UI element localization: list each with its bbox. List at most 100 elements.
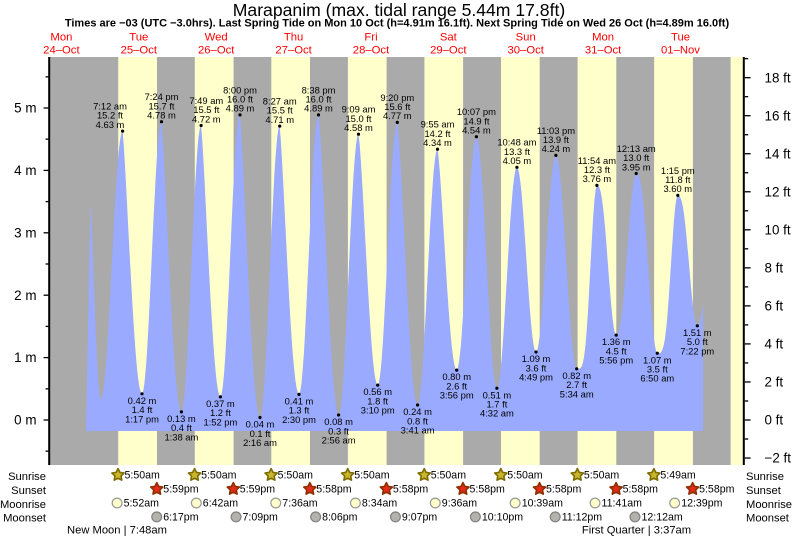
svg-text:31–Oct: 31–Oct bbox=[585, 44, 622, 56]
svg-text:0 m: 0 m bbox=[14, 413, 36, 428]
svg-text:5:50am: 5:50am bbox=[201, 470, 237, 482]
svg-text:1.07 m: 1.07 m bbox=[643, 354, 672, 365]
svg-text:5:52am: 5:52am bbox=[124, 498, 160, 510]
svg-text:5:56 pm: 5:56 pm bbox=[599, 355, 633, 366]
svg-text:Tue: Tue bbox=[129, 32, 148, 44]
svg-text:5.0 ft: 5.0 ft bbox=[687, 336, 708, 347]
svg-text:0.3 ft: 0.3 ft bbox=[328, 425, 349, 436]
svg-text:Fri: Fri bbox=[364, 32, 377, 44]
svg-text:7:24 pm: 7:24 pm bbox=[145, 91, 179, 102]
svg-text:0.80 m: 0.80 m bbox=[442, 371, 471, 382]
svg-text:5:58pm: 5:58pm bbox=[316, 484, 352, 496]
svg-text:9:09 am: 9:09 am bbox=[342, 104, 376, 115]
svg-text:16.0 ft: 16.0 ft bbox=[305, 94, 331, 105]
svg-text:4:32 am: 4:32 am bbox=[480, 408, 514, 419]
svg-text:4 m: 4 m bbox=[14, 163, 36, 178]
svg-text:3 m: 3 m bbox=[14, 225, 36, 240]
svg-text:4.54 m: 4.54 m bbox=[462, 125, 491, 136]
svg-text:10 ft: 10 ft bbox=[765, 222, 791, 237]
svg-text:8 ft: 8 ft bbox=[765, 260, 784, 275]
svg-text:0.13 m: 0.13 m bbox=[167, 413, 196, 424]
svg-text:15.5 ft: 15.5 ft bbox=[267, 105, 293, 116]
svg-text:2:56 am: 2:56 am bbox=[322, 435, 356, 446]
svg-text:1.09 m: 1.09 m bbox=[522, 353, 551, 364]
svg-text:Sunset: Sunset bbox=[11, 485, 47, 497]
svg-text:15.5 ft: 15.5 ft bbox=[193, 104, 219, 115]
svg-text:7:49 am: 7:49 am bbox=[189, 95, 223, 106]
svg-text:2:16 am: 2:16 am bbox=[243, 437, 277, 448]
svg-text:7:36am: 7:36am bbox=[282, 498, 318, 510]
svg-text:24–Oct: 24–Oct bbox=[43, 44, 80, 56]
svg-text:8:34am: 8:34am bbox=[362, 498, 398, 510]
svg-text:1.36 m: 1.36 m bbox=[602, 336, 631, 347]
svg-text:1.4 ft: 1.4 ft bbox=[132, 404, 153, 415]
svg-text:12:13 am: 12:13 am bbox=[617, 143, 656, 154]
svg-text:7:22 pm: 7:22 pm bbox=[680, 345, 714, 356]
svg-text:15.0 ft: 15.0 ft bbox=[345, 113, 371, 124]
svg-text:9:20 pm: 9:20 pm bbox=[380, 92, 414, 103]
svg-text:5:34 am: 5:34 am bbox=[560, 388, 594, 399]
svg-text:1 m: 1 m bbox=[14, 350, 36, 365]
svg-text:4.72 m: 4.72 m bbox=[192, 113, 221, 124]
svg-text:01–Nov: 01–Nov bbox=[661, 44, 700, 56]
svg-text:11:12pm: 11:12pm bbox=[562, 512, 603, 524]
svg-text:2:30 pm: 2:30 pm bbox=[282, 414, 316, 425]
svg-text:12.3 ft: 12.3 ft bbox=[584, 164, 610, 175]
svg-text:Mon: Mon bbox=[592, 32, 614, 44]
svg-text:29–Oct: 29–Oct bbox=[430, 44, 467, 56]
svg-text:8:38 pm: 8:38 pm bbox=[302, 84, 336, 95]
svg-text:4.05 m: 4.05 m bbox=[503, 155, 532, 166]
svg-text:First Quarter | 3:37am: First Quarter | 3:37am bbox=[582, 525, 691, 537]
svg-text:9:07pm: 9:07pm bbox=[402, 512, 438, 524]
svg-text:Marapanim (max. tidal range 5.: Marapanim (max. tidal range 5.44m 17.8ft… bbox=[233, 0, 565, 20]
svg-text:10:39am: 10:39am bbox=[522, 498, 563, 510]
svg-text:6:17pm: 6:17pm bbox=[163, 512, 199, 524]
svg-text:8:27 am: 8:27 am bbox=[263, 96, 297, 107]
svg-text:7:09pm: 7:09pm bbox=[243, 512, 279, 524]
svg-text:30–Oct: 30–Oct bbox=[507, 44, 544, 56]
svg-text:New Moon | 7:48am: New Moon | 7:48am bbox=[67, 525, 167, 537]
svg-text:5:50am: 5:50am bbox=[278, 470, 314, 482]
svg-text:6 ft: 6 ft bbox=[765, 299, 784, 314]
svg-text:5:58pm: 5:58pm bbox=[470, 484, 506, 496]
svg-text:5:50am: 5:50am bbox=[354, 470, 390, 482]
svg-text:4.5 ft: 4.5 ft bbox=[606, 345, 627, 356]
svg-text:1.2 ft: 1.2 ft bbox=[210, 407, 231, 418]
svg-text:2.6 ft: 2.6 ft bbox=[446, 380, 467, 391]
svg-text:3:56 pm: 3:56 pm bbox=[440, 390, 474, 401]
svg-text:0.41 m: 0.41 m bbox=[285, 396, 314, 407]
svg-text:Sat: Sat bbox=[440, 32, 458, 44]
svg-text:0 ft: 0 ft bbox=[765, 413, 784, 428]
svg-text:3.6 ft: 3.6 ft bbox=[526, 362, 547, 373]
svg-text:0.42 m: 0.42 m bbox=[128, 395, 157, 406]
svg-text:4.89 m: 4.89 m bbox=[226, 103, 255, 114]
svg-text:3:10 pm: 3:10 pm bbox=[361, 405, 395, 416]
svg-text:4:49 pm: 4:49 pm bbox=[519, 372, 553, 383]
svg-text:4.89 m: 4.89 m bbox=[304, 103, 333, 114]
svg-text:10:48 am: 10:48 am bbox=[497, 137, 536, 148]
svg-text:5:58pm: 5:58pm bbox=[393, 484, 429, 496]
svg-text:15.6 ft: 15.6 ft bbox=[384, 101, 410, 112]
svg-text:4.58 m: 4.58 m bbox=[344, 122, 373, 133]
svg-text:4.78 m: 4.78 m bbox=[147, 110, 176, 121]
svg-text:12:39pm: 12:39pm bbox=[681, 498, 722, 510]
svg-text:13.9 ft: 13.9 ft bbox=[543, 134, 569, 145]
svg-text:15.7 ft: 15.7 ft bbox=[148, 100, 174, 111]
svg-text:−2 ft: −2 ft bbox=[765, 451, 792, 466]
svg-text:1:15 pm: 1:15 pm bbox=[661, 165, 695, 176]
svg-text:1.51 m: 1.51 m bbox=[683, 327, 712, 338]
svg-text:4.77 m: 4.77 m bbox=[383, 110, 412, 121]
svg-text:12 ft: 12 ft bbox=[765, 184, 791, 199]
svg-text:5:58pm: 5:58pm bbox=[546, 484, 582, 496]
svg-text:0.08 m: 0.08 m bbox=[324, 416, 353, 427]
svg-text:5:58pm: 5:58pm bbox=[699, 484, 735, 496]
svg-text:0.24 m: 0.24 m bbox=[403, 406, 432, 417]
svg-text:16.0 ft: 16.0 ft bbox=[227, 94, 253, 105]
svg-text:6:50 am: 6:50 am bbox=[640, 373, 674, 384]
svg-text:0.04 m: 0.04 m bbox=[246, 419, 275, 430]
svg-text:Moonrise: Moonrise bbox=[0, 499, 46, 511]
svg-text:6:42am: 6:42am bbox=[203, 498, 239, 510]
svg-text:Moonset: Moonset bbox=[3, 513, 47, 525]
svg-text:9:36am: 9:36am bbox=[442, 498, 478, 510]
svg-text:12:12am: 12:12am bbox=[642, 512, 683, 524]
